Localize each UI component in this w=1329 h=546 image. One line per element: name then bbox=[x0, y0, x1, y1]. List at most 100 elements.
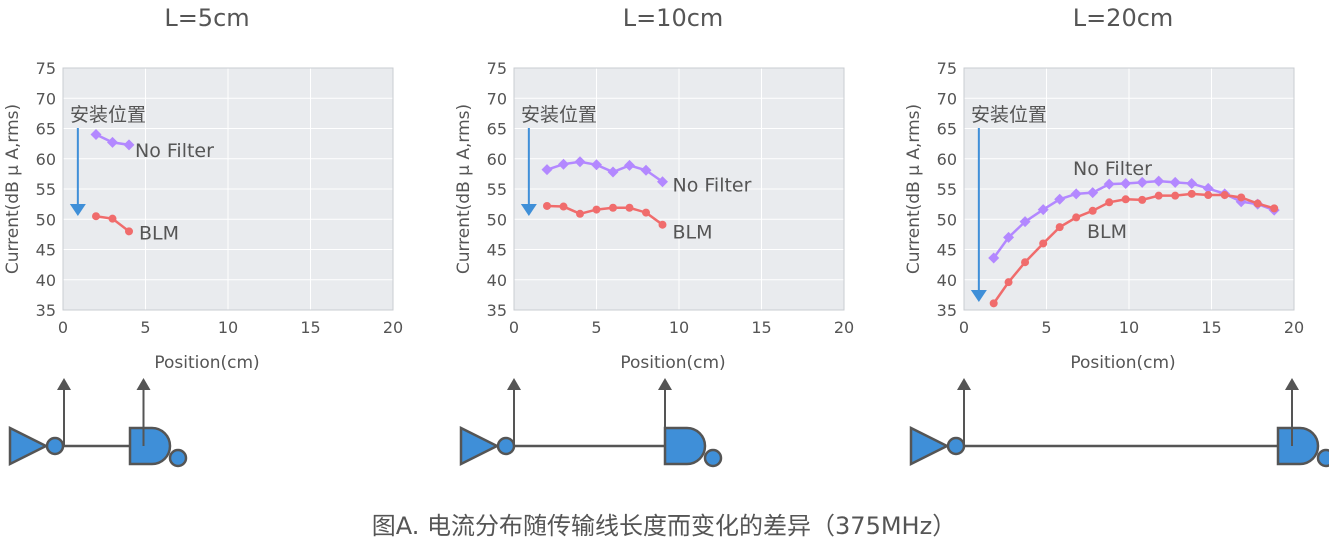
data-point-no-filter bbox=[607, 166, 619, 178]
data-point-no-filter bbox=[1186, 178, 1198, 190]
data-point-blm bbox=[1204, 191, 1213, 200]
y-tick-label: 70 bbox=[487, 89, 507, 108]
x-axis-label: Position(cm) bbox=[620, 353, 725, 373]
data-point-no-filter bbox=[988, 252, 1000, 264]
buffer-driver-icon bbox=[459, 425, 500, 467]
data-point-no-filter bbox=[1070, 188, 1082, 200]
circuit-diagram bbox=[459, 378, 723, 468]
receiver-gate-icon bbox=[128, 426, 172, 466]
buffer-driver-icon bbox=[909, 425, 950, 467]
series-label-blm: BLM bbox=[139, 222, 179, 244]
install-position-annotation: 安装位置 bbox=[971, 104, 1047, 126]
y-tick-label: 50 bbox=[937, 210, 957, 229]
y-tick-label: 65 bbox=[487, 120, 507, 139]
plot-frame bbox=[62, 67, 394, 311]
x-tick-label: 15 bbox=[751, 318, 771, 337]
y-tick-label: 55 bbox=[36, 180, 56, 199]
data-point-blm bbox=[1072, 213, 1081, 222]
y-tick-label: 60 bbox=[36, 150, 56, 169]
series-label-blm: BLM bbox=[673, 222, 713, 244]
data-point-blm bbox=[1270, 204, 1279, 213]
figure-caption: 图A. 电流分布随传输线长度而变化的差异（375MHz） bbox=[372, 512, 956, 540]
install-arrow-head bbox=[970, 290, 987, 302]
data-point-no-filter bbox=[541, 164, 553, 176]
install-arrow-head bbox=[69, 204, 86, 216]
data-point-blm bbox=[1088, 206, 1097, 215]
data-point-blm bbox=[1171, 191, 1180, 200]
data-point-no-filter bbox=[558, 158, 569, 170]
data-point-blm bbox=[642, 208, 650, 217]
data-point-blm bbox=[576, 209, 584, 218]
chart-title: L=5cm bbox=[164, 4, 249, 32]
y-axis-label: Current(dB μ A,rms) bbox=[3, 104, 23, 274]
y-tick-label: 75 bbox=[36, 59, 56, 78]
y-tick-label: 45 bbox=[36, 241, 56, 260]
data-point-no-filter bbox=[1003, 231, 1015, 243]
data-point-blm bbox=[989, 299, 998, 308]
y-tick-label: 35 bbox=[36, 301, 56, 320]
x-tick-label: 15 bbox=[300, 318, 320, 337]
receiver-gate-icon bbox=[663, 426, 707, 466]
data-point-no-filter bbox=[1153, 175, 1165, 187]
data-point-no-filter bbox=[657, 176, 668, 188]
data-point-blm bbox=[609, 203, 617, 212]
y-tick-label: 50 bbox=[487, 210, 507, 229]
x-tick-label: 5 bbox=[1041, 318, 1051, 337]
x-axis-label: Position(cm) bbox=[1070, 353, 1175, 373]
data-point-blm bbox=[1055, 223, 1064, 232]
circuit-diagram bbox=[909, 378, 1329, 468]
measurement-arrow-icon bbox=[1285, 378, 1299, 390]
data-point-no-filter bbox=[1087, 187, 1099, 199]
series-label-blm: BLM bbox=[1087, 221, 1127, 243]
data-point-blm bbox=[559, 202, 568, 211]
chart-title: L=20cm bbox=[1073, 4, 1174, 32]
y-tick-label: 40 bbox=[937, 271, 957, 290]
data-point-blm bbox=[1220, 191, 1229, 200]
data-point-blm bbox=[1154, 191, 1163, 200]
chart-panel-3: L=20cm 35 40 45 50 55 60 65 70 75 0 5 10 15 20 Position… bbox=[904, 4, 1329, 468]
install-position-annotation: 安装位置 bbox=[521, 104, 597, 126]
data-point-no-filter bbox=[123, 139, 135, 151]
data-point-no-filter bbox=[1202, 182, 1214, 194]
x-tick-label: 10 bbox=[1119, 318, 1139, 337]
y-tick-label: 60 bbox=[937, 150, 957, 169]
x-axis-label: Position(cm) bbox=[154, 353, 259, 373]
x-tick-label: 20 bbox=[383, 318, 403, 337]
data-point-no-filter bbox=[591, 159, 602, 171]
measurement-arrow-icon bbox=[57, 378, 71, 390]
data-point-no-filter bbox=[1120, 178, 1132, 190]
data-point-no-filter bbox=[1054, 193, 1066, 205]
y-tick-label: 50 bbox=[36, 210, 56, 229]
y-axis-label: Current(dB μ A,rms) bbox=[904, 104, 924, 274]
y-tick-label: 65 bbox=[937, 120, 957, 139]
x-tick-label: 0 bbox=[959, 318, 969, 337]
data-point-blm bbox=[92, 212, 100, 221]
data-point-blm bbox=[543, 201, 551, 210]
receiver-gate-icon bbox=[1276, 426, 1320, 466]
buffer-driver-icon bbox=[8, 425, 49, 467]
y-axis-label: Current(dB μ A,rms) bbox=[454, 104, 474, 274]
data-point-blm bbox=[658, 220, 667, 229]
x-tick-label: 0 bbox=[58, 318, 68, 337]
driver-output-bubble-icon bbox=[946, 436, 966, 456]
x-tick-label: 0 bbox=[509, 318, 519, 337]
circuit-diagram bbox=[8, 378, 188, 468]
chart-panel-2: L=10cm 35 40 45 50 55 60 65 70 75 0 5 10 15 20 Position… bbox=[454, 4, 854, 468]
measurement-arrow-icon bbox=[136, 378, 151, 390]
data-point-blm bbox=[1039, 239, 1048, 248]
data-point-no-filter bbox=[1169, 176, 1181, 188]
receiver-bubble-icon bbox=[703, 448, 723, 468]
series-label-no-filter: No Filter bbox=[135, 140, 214, 162]
x-tick-label: 10 bbox=[669, 318, 689, 337]
driver-output-bubble-icon bbox=[45, 436, 65, 456]
y-tick-label: 45 bbox=[937, 241, 957, 260]
y-tick-label: 75 bbox=[937, 59, 957, 78]
y-tick-label: 55 bbox=[487, 180, 507, 199]
data-point-blm bbox=[592, 205, 601, 214]
y-tick-label: 45 bbox=[487, 241, 507, 260]
data-point-no-filter bbox=[1019, 216, 1031, 228]
y-tick-label: 75 bbox=[487, 59, 507, 78]
data-point-blm bbox=[108, 214, 117, 223]
install-position-annotation: 安装位置 bbox=[70, 104, 146, 126]
